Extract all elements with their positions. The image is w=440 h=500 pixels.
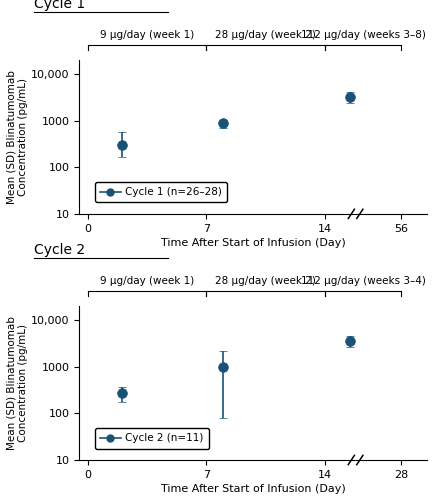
Y-axis label: Mean (SD) Blinatumomab
Concentration (pg/mL): Mean (SD) Blinatumomab Concentration (pg… xyxy=(7,316,28,450)
Text: 112 µg/day (weeks 3–8): 112 µg/day (weeks 3–8) xyxy=(301,30,425,40)
X-axis label: Time After Start of Infusion (Day): Time After Start of Infusion (Day) xyxy=(161,484,345,494)
Text: 9 µg/day (week 1): 9 µg/day (week 1) xyxy=(100,276,194,286)
Text: 112 µg/day (weeks 3–4): 112 µg/day (weeks 3–4) xyxy=(301,276,425,286)
Text: 28 µg/day (week 2): 28 µg/day (week 2) xyxy=(215,276,316,286)
Y-axis label: Mean (SD) Blinatumomab
Concentration (pg/mL): Mean (SD) Blinatumomab Concentration (pg… xyxy=(7,70,28,204)
Text: 28 µg/day (week 2): 28 µg/day (week 2) xyxy=(215,30,316,40)
Text: 9 µg/day (week 1): 9 µg/day (week 1) xyxy=(100,30,194,40)
Text: Cycle 2: Cycle 2 xyxy=(34,243,85,257)
Legend: Cycle 2 (n=11): Cycle 2 (n=11) xyxy=(95,428,209,448)
Legend: Cycle 1 (n=26–28): Cycle 1 (n=26–28) xyxy=(95,182,227,203)
Text: Cycle 1: Cycle 1 xyxy=(34,0,85,11)
X-axis label: Time After Start of Infusion (Day): Time After Start of Infusion (Day) xyxy=(161,238,345,248)
